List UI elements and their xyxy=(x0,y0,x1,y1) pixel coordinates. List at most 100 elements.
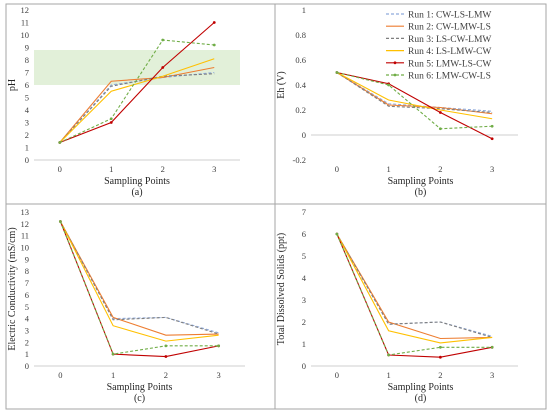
x-tick-label: 0 xyxy=(58,164,62,174)
x-tick-label: 3 xyxy=(212,164,216,174)
chart-panel-4: 0 1 2 3 4 5 6 7 0 1 2 3 Sampling Points(d) Total Diss… xyxy=(276,207,518,404)
data-point xyxy=(58,220,62,223)
y-tick-label: -0.2 xyxy=(293,155,306,165)
data-point xyxy=(438,127,442,131)
data-point xyxy=(438,345,442,349)
y-tick-label: 8 xyxy=(25,266,29,276)
y-tick-label: 0.4 xyxy=(295,80,306,90)
y-axis-title: pH xyxy=(7,79,18,91)
x-tick-label: 2 xyxy=(438,164,442,174)
panel-label: (a) xyxy=(131,187,142,198)
data-point xyxy=(111,352,115,356)
series-line-run-6 xyxy=(336,71,493,130)
panel-border xyxy=(5,3,276,205)
data-point xyxy=(438,111,442,114)
series-line-run-3 xyxy=(59,73,215,143)
legend-marker xyxy=(393,61,397,65)
legend-label: Run 1: CW-LS-LMW xyxy=(408,11,491,21)
y-tick-label: 12 xyxy=(21,219,30,229)
y-tick-label: 0 xyxy=(25,361,29,371)
x-axis-title: Sampling Points xyxy=(388,382,454,393)
x-tick-label: 1 xyxy=(387,370,391,380)
series-line-run-2 xyxy=(336,233,493,340)
y-tick-label: 8 xyxy=(25,55,29,65)
data-point xyxy=(387,353,391,357)
y-tick-label: 11 xyxy=(21,18,29,28)
panel-label: (c) xyxy=(134,393,145,404)
y-tick-label: 7 xyxy=(302,207,306,217)
chart-panel-2: -0.2 0 0.2 0.4 0.6 0.8 1 0 1 2 3 Sampling Points(b)… xyxy=(276,5,518,198)
series-line-run-2 xyxy=(59,221,219,336)
series-line-run-6 xyxy=(59,39,215,143)
y-tick-label: 9 xyxy=(25,43,29,53)
series-line-run-1 xyxy=(336,233,493,337)
data-point xyxy=(490,137,494,141)
y-tick-label: 0.6 xyxy=(295,55,306,65)
data-point xyxy=(164,344,168,348)
y-tick-label: 0 xyxy=(302,361,306,371)
y-tick-label: 4 xyxy=(302,273,307,283)
y-tick-label: 9 xyxy=(25,254,29,264)
y-tick-label: 2 xyxy=(25,337,29,347)
y-tick-label: 0 xyxy=(302,130,306,140)
series-line-run-2 xyxy=(59,66,215,143)
legend-label: Run 5: LMW-LS-CW xyxy=(408,59,491,69)
y-tick-label: 12 xyxy=(21,5,30,15)
panel-label: (d) xyxy=(415,393,427,404)
series-line-run-1 xyxy=(59,71,215,143)
x-tick-label: 1 xyxy=(111,370,115,380)
series-line-run-6 xyxy=(59,221,219,355)
data-point xyxy=(335,232,339,236)
x-axis-title: Sampling Points xyxy=(104,176,170,187)
x-tick-label: 3 xyxy=(490,164,494,174)
y-tick-label: 13 xyxy=(21,207,30,217)
x-axis-title: Sampling Points xyxy=(388,176,454,187)
x-tick-label: 0 xyxy=(58,370,62,380)
x-tick-label: 2 xyxy=(438,370,442,380)
data-point xyxy=(217,344,221,348)
y-tick-label: 6 xyxy=(302,229,306,239)
y-tick-label: 5 xyxy=(25,93,29,103)
y-tick-label: 1 xyxy=(25,143,29,153)
x-tick-label: 2 xyxy=(164,370,168,380)
y-tick-label: 10 xyxy=(21,243,30,253)
data-point xyxy=(212,43,216,47)
y-tick-label: 3 xyxy=(25,325,29,335)
series-line-run-4 xyxy=(336,233,493,344)
y-tick-label: 7 xyxy=(25,68,29,78)
series-line-run-4 xyxy=(59,58,215,143)
y-tick-label: 2 xyxy=(25,130,29,140)
y-tick-label: 4 xyxy=(25,314,30,324)
legend: Run 1: CW-LS-LMW Run 2: CW-LMW-LS Run 3: L… xyxy=(386,11,491,82)
data-point xyxy=(161,38,165,42)
x-axis-title: Sampling Points xyxy=(107,382,173,393)
y-tick-label: 0.8 xyxy=(295,30,306,40)
x-tick-label: 1 xyxy=(109,164,113,174)
series-line-run-6 xyxy=(336,233,493,356)
x-tick-label: 0 xyxy=(335,370,339,380)
series-line-run-4 xyxy=(59,221,219,342)
y-tick-label: 1 xyxy=(302,5,306,15)
y-tick-label: 2 xyxy=(302,317,306,327)
series-line-run-4 xyxy=(336,72,493,120)
panel-border xyxy=(274,203,547,410)
y-tick-label: 5 xyxy=(302,251,306,261)
y-tick-label: 3 xyxy=(25,118,29,128)
legend-marker xyxy=(393,73,397,77)
x-tick-label: 0 xyxy=(335,164,339,174)
series-line-run-5 xyxy=(59,221,219,358)
series-line-run-5 xyxy=(336,71,493,140)
legend-label: Run 2: CW-LMW-LS xyxy=(408,23,491,33)
data-point xyxy=(109,117,113,121)
series-line-run-5 xyxy=(336,233,493,358)
x-tick-label: 2 xyxy=(161,164,165,174)
y-tick-label: 6 xyxy=(25,80,29,90)
data-point xyxy=(490,345,494,349)
data-point xyxy=(335,71,339,74)
y-tick-label: 0 xyxy=(25,155,29,165)
data-point xyxy=(212,21,216,24)
x-tick-label: 1 xyxy=(387,164,391,174)
